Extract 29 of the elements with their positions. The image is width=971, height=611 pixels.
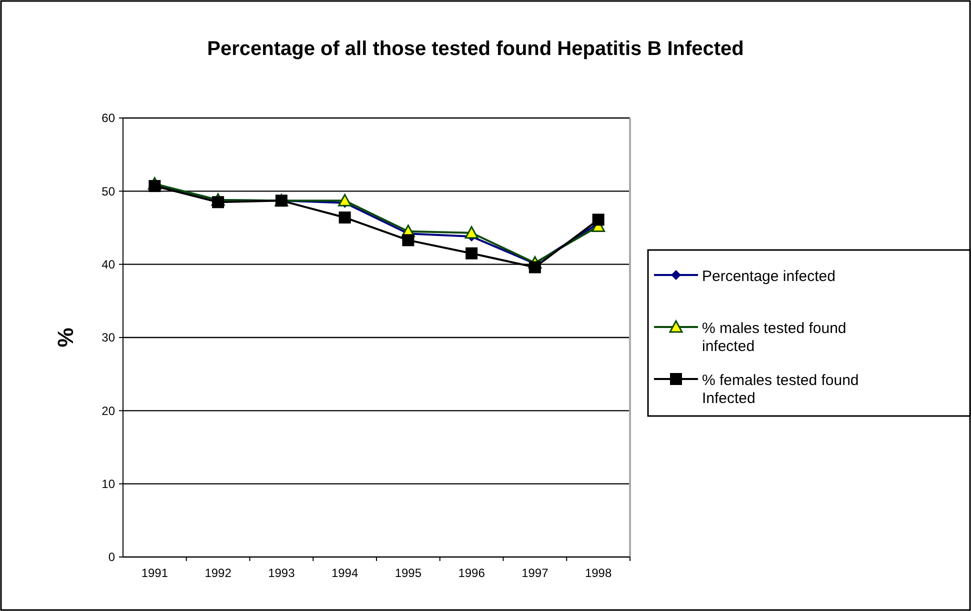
legend-label: % males tested found infected	[702, 320, 846, 355]
chart-title: Percentage of all those tested found Hepatitis B Infected	[207, 38, 744, 60]
y-tick-label: 30	[102, 330, 116, 345]
legend-label: % females tested found Infected	[702, 372, 859, 407]
point	[466, 247, 478, 260]
point	[212, 196, 224, 208]
point	[402, 234, 414, 246]
y-axis-title: %	[53, 328, 78, 348]
point	[528, 261, 541, 274]
y-tick-label: 60	[102, 111, 116, 126]
point	[592, 214, 604, 226]
y-tick-label: 20	[102, 404, 116, 418]
y-tick-label: 40	[102, 258, 116, 272]
x-tick-label: 1991	[141, 566, 168, 580]
legend-label: Percentage infected	[702, 268, 836, 285]
point	[338, 194, 352, 206]
y-tick-label: 0	[108, 550, 116, 564]
point	[148, 180, 161, 192]
x-tick-label: 1996	[458, 566, 486, 580]
x-tick-label: 1995	[394, 566, 422, 580]
y-tick-label: 10	[102, 477, 116, 492]
point	[338, 212, 351, 224]
y-tick-label: 50	[102, 184, 116, 198]
x-tick-label: 1994	[331, 566, 358, 580]
x-tick-label: 1992	[204, 566, 232, 580]
x-tick-label: 1997	[522, 566, 549, 580]
x-tick-label: 1993	[268, 566, 296, 580]
x-tick-label: 1998	[584, 566, 612, 580]
point	[464, 226, 478, 239]
